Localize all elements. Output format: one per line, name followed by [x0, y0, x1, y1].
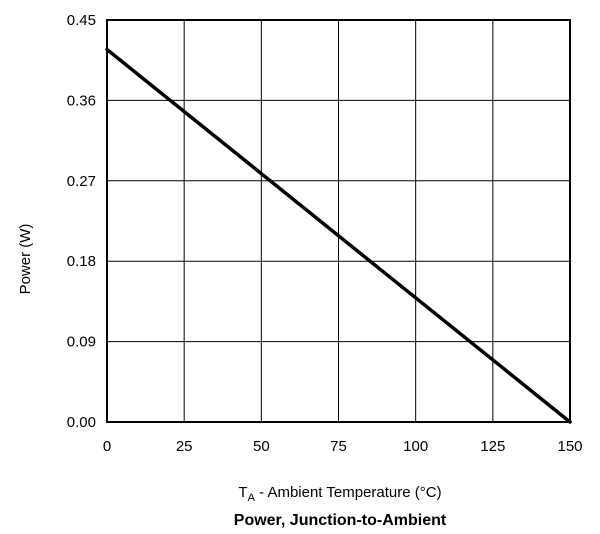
x-tick-label: 25: [176, 438, 193, 455]
series-layer: [105, 47, 572, 424]
y-tick-label: 0.45: [67, 12, 96, 29]
x-tick-label: 150: [557, 438, 582, 455]
x-tick-label: 125: [480, 438, 505, 455]
chart-title: Power, Junction-to-Ambient: [234, 512, 447, 529]
power-derating-line: [105, 47, 572, 424]
x-tick-label: 75: [330, 438, 347, 455]
y-tick-label: 0.27: [67, 173, 96, 190]
x-axis-label-rest: - Ambient Temperature (°C): [255, 484, 442, 501]
x-axis-label-main: T: [238, 484, 247, 501]
y-axis-label: Power (W): [17, 224, 34, 295]
y-tick-label: 0.18: [67, 253, 96, 270]
x-tick-label: 100: [403, 438, 428, 455]
x-axis-label-subscript: A: [248, 492, 256, 504]
x-axis-label: TA - Ambient Temperature (°C): [238, 484, 441, 504]
x-tick-label: 50: [253, 438, 270, 455]
grid-lines: [107, 20, 570, 422]
x-tick-labels: 0 25 50 75 100 125 150: [103, 438, 583, 455]
y-tick-labels: 0.00 0.09 0.18 0.27 0.36 0.45: [67, 12, 96, 431]
plot-frame: [106, 19, 571, 423]
y-tick-label: 0.00: [67, 414, 96, 431]
y-tick-label: 0.36: [67, 92, 96, 109]
x-tick-label: 0: [103, 438, 111, 455]
y-tick-label: 0.09: [67, 334, 96, 351]
